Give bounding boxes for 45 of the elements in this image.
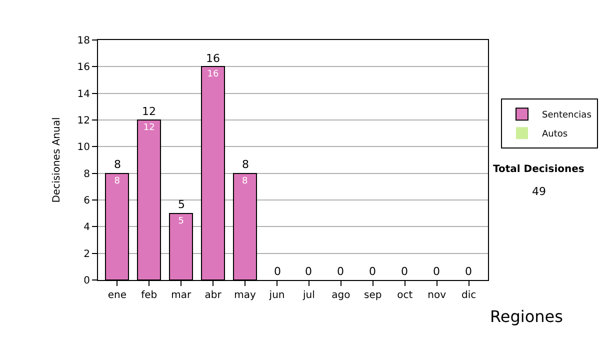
total-label: 8	[242, 158, 249, 171]
total-label: 0	[369, 265, 376, 278]
x-tick-label: feb	[141, 290, 158, 301]
total-label: 0	[465, 265, 472, 278]
y-tick-label: 8	[84, 168, 90, 180]
text: 49	[532, 185, 546, 198]
x-tick-label: abr	[204, 290, 222, 301]
y-axis-title: Decisiones Anual	[51, 117, 62, 203]
x-tick-label: jun	[268, 290, 285, 301]
total-label: 0	[274, 265, 281, 278]
x-tick-label: sep	[364, 290, 382, 301]
x-tick-label: may	[234, 290, 256, 301]
data-label: 5	[178, 216, 184, 226]
total-label: 0	[433, 265, 440, 278]
x-tick-label: oct	[397, 290, 413, 301]
total-label: 0	[401, 265, 408, 278]
y-tick-label: 6	[84, 196, 90, 206]
data-label: 8	[114, 176, 120, 186]
total-label: 5	[178, 198, 185, 211]
y-tick-label: 12	[77, 116, 90, 126]
text: Total Decisiones	[493, 164, 584, 175]
x-tick-label: mar	[171, 290, 192, 301]
y-tick-label: 16	[77, 62, 90, 74]
y-tick-label: 10	[77, 142, 90, 154]
total-label: 8	[114, 158, 121, 171]
text: Regiones	[490, 307, 563, 326]
y-tick-label: 14	[77, 88, 90, 100]
total-label: 12	[142, 105, 156, 118]
total-label: 16	[206, 52, 220, 65]
data-label: 8	[242, 176, 248, 186]
y-tick-label: 18	[77, 36, 90, 46]
legend-label: Sentencias	[542, 110, 592, 121]
y-tick-label: 2	[84, 248, 90, 260]
x-tick-label: ago	[332, 290, 350, 301]
data-label: 12	[143, 123, 155, 133]
x-tick-label: jul	[302, 290, 315, 301]
x-tick-label: ene	[108, 290, 127, 301]
y-tick-label: 0	[84, 276, 90, 286]
total-label: 0	[305, 265, 312, 278]
y-tick-label: 4	[84, 222, 90, 234]
legend-label: Autos	[542, 130, 568, 140]
x-tick-label: nov	[428, 290, 446, 301]
total-label: 0	[337, 265, 344, 278]
data-label: 16	[207, 70, 219, 80]
x-tick-label: dic	[462, 290, 476, 301]
